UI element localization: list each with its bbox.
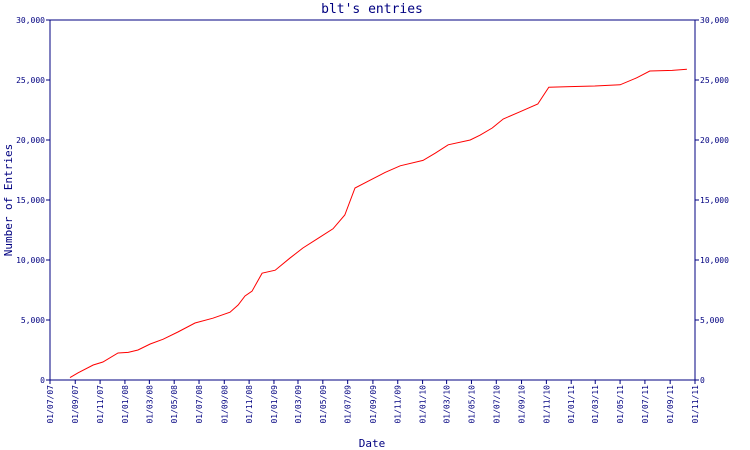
y2-tick-label: 0 [700, 376, 705, 385]
x-tick-label: 01/01/08 [121, 385, 130, 424]
y2-tick-label: 20,000 [700, 136, 729, 145]
chart-title: blt's entries [321, 2, 423, 17]
x-tick-label: 01/11/07 [96, 385, 105, 424]
y2-tick-label: 30,000 [700, 16, 729, 25]
y2-tick-label: 25,000 [700, 76, 729, 85]
x-tick-label: 01/03/10 [443, 385, 452, 424]
x-tick-label: 01/05/10 [467, 385, 476, 424]
x-tick-label: 01/09/08 [220, 385, 229, 424]
y-tick-label: 20,000 [16, 136, 45, 145]
y-axis-label: Number of Entries [2, 144, 15, 257]
y-tick-label: 25,000 [16, 76, 45, 85]
x-tick-label: 01/11/10 [542, 385, 551, 424]
y2-tick-label: 5,000 [700, 316, 724, 325]
x-tick-label: 01/01/10 [419, 385, 428, 424]
x-tick-label: 01/05/09 [319, 385, 328, 424]
y-tick-label: 5,000 [21, 316, 45, 325]
x-tick-label: 01/01/11 [567, 385, 576, 424]
y2-tick-label: 10,000 [700, 256, 729, 265]
x-tick-label: 01/09/10 [518, 385, 527, 424]
x-tick-label: 01/03/09 [294, 385, 303, 424]
x-tick-label: 01/07/07 [46, 385, 55, 424]
x-tick-label: 01/11/09 [394, 385, 403, 424]
x-tick-label: 01/09/11 [666, 385, 675, 424]
data-line [69, 68, 687, 379]
x-tick-label: 01/07/10 [492, 385, 501, 424]
x-tick-label: 01/09/09 [369, 385, 378, 424]
x-tick-label: 01/11/08 [245, 385, 254, 424]
x-tick-label: 01/07/09 [344, 385, 353, 424]
y-tick-label: 10,000 [16, 256, 45, 265]
y-tick-label: 0 [40, 376, 45, 385]
x-tick-label: 01/11/11 [691, 385, 700, 424]
x-tick-label: 01/09/07 [71, 385, 80, 424]
x-tick-label: 01/03/08 [145, 385, 154, 424]
y-tick-label: 30,000 [16, 16, 45, 25]
x-tick-label: 01/05/11 [616, 385, 625, 424]
y2-tick-label: 15,000 [700, 196, 729, 205]
plot-frame [49, 19, 696, 381]
x-tick-label: 01/01/09 [270, 385, 279, 424]
x-tick-label: 01/07/11 [641, 385, 650, 424]
x-tick-label: 01/03/11 [591, 385, 600, 424]
y-tick-label: 15,000 [16, 196, 45, 205]
x-tick-label: 01/05/08 [170, 385, 179, 424]
x-axis-label: Date [359, 437, 386, 450]
x-tick-label: 01/07/08 [195, 385, 204, 424]
